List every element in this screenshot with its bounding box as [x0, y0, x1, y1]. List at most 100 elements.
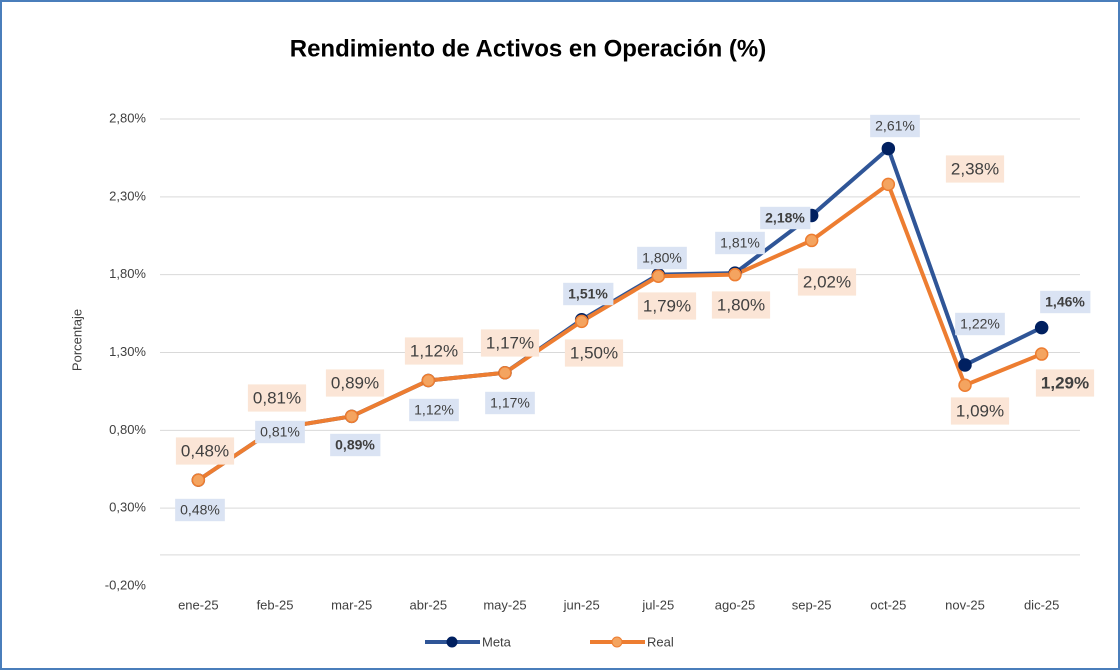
data-label: 1,09% — [950, 397, 1010, 425]
x-tick-label: jun-25 — [563, 597, 600, 612]
label-box — [955, 312, 1005, 336]
label-box — [760, 206, 811, 230]
data-label-text: 1,17% — [486, 333, 534, 352]
data-label: 0,89% — [325, 369, 385, 397]
label-box — [325, 369, 385, 397]
legend-label: Real — [647, 634, 674, 649]
data-label: 0,48% — [175, 498, 225, 522]
x-tick-label: abr-25 — [410, 597, 448, 612]
data-label-text: 1,80% — [642, 250, 682, 266]
data-label-text: 2,61% — [875, 118, 915, 134]
marker — [1034, 320, 1049, 335]
marker — [498, 365, 512, 380]
label-box — [711, 291, 771, 319]
x-tick-label: nov-25 — [945, 597, 985, 612]
data-label: 0,81% — [247, 384, 307, 412]
data-label: 2,02% — [797, 268, 857, 296]
data-label-text: 1,81% — [720, 235, 760, 251]
y-tick-label: 0,80% — [109, 422, 146, 437]
label-box — [637, 292, 697, 320]
marker — [1034, 347, 1049, 361]
label-box — [255, 420, 305, 444]
y-tick-label: 2,30% — [109, 188, 146, 203]
data-label: 1,50% — [564, 339, 624, 367]
label-box — [950, 397, 1010, 425]
data-label: 1,80% — [711, 291, 771, 319]
legend-marker — [611, 636, 623, 648]
y-tick-label: -0,20% — [105, 577, 147, 592]
label-box — [797, 268, 857, 296]
marker — [728, 267, 742, 282]
x-tick-label: jul-25 — [641, 597, 674, 612]
label-box — [480, 329, 540, 357]
data-label: 1,12% — [404, 337, 464, 365]
x-tick-label: ene-25 — [178, 597, 218, 612]
x-tick-label: oct-25 — [870, 597, 906, 612]
label-box — [330, 433, 381, 457]
label-box — [564, 339, 624, 367]
data-label-text: 0,48% — [181, 441, 229, 460]
y-tick-label: 1,30% — [109, 344, 146, 359]
label-box — [1035, 369, 1095, 397]
data-label: 1,46% — [1040, 290, 1091, 314]
x-tick-label: may-25 — [483, 597, 526, 612]
data-label-text: 2,38% — [951, 159, 999, 178]
data-label: 1,22% — [955, 312, 1005, 336]
legend-label: Meta — [482, 634, 512, 649]
label-box — [409, 398, 459, 422]
marker — [574, 314, 589, 329]
data-label-text: 0,89% — [331, 373, 379, 392]
data-label: 1,17% — [485, 391, 535, 415]
data-label-text: 1,09% — [956, 401, 1004, 420]
label-box — [485, 391, 535, 415]
marker — [881, 177, 896, 192]
data-label-text: 1,80% — [717, 295, 765, 314]
data-label: 1,79% — [637, 292, 697, 320]
data-label: 2,61% — [870, 114, 920, 138]
label-box — [1040, 290, 1091, 314]
data-label-text: 1,51% — [568, 286, 608, 302]
x-tick-label: sep-25 — [792, 597, 832, 612]
marker — [651, 269, 666, 283]
marker — [958, 358, 972, 372]
x-tick-label: dic-25 — [1024, 597, 1059, 612]
label-box — [175, 498, 225, 522]
data-label: 0,81% — [255, 420, 305, 444]
x-tick-label: mar-25 — [331, 597, 372, 612]
data-label: 2,18% — [760, 206, 811, 230]
data-label-text: 1,12% — [410, 341, 458, 360]
legend-marker — [446, 636, 458, 648]
x-tick-label: feb-25 — [257, 597, 294, 612]
marker — [958, 378, 972, 392]
marker — [344, 409, 359, 424]
data-label-text: 0,81% — [253, 388, 301, 407]
y-tick-label: 1,80% — [109, 266, 146, 281]
data-label-text: 2,02% — [803, 272, 851, 291]
data-label-text: 1,50% — [570, 343, 618, 362]
data-label-text: 1,29% — [1041, 373, 1089, 392]
label-box — [870, 114, 920, 138]
label-box — [715, 231, 765, 255]
data-label: 1,80% — [637, 246, 687, 270]
x-tick-label: ago-25 — [715, 597, 755, 612]
series-line — [197, 182, 1043, 482]
data-label: 1,12% — [409, 398, 459, 422]
label-box — [175, 437, 235, 465]
label-box — [945, 155, 1005, 183]
data-label-text: 0,48% — [180, 502, 220, 518]
marker — [881, 141, 896, 156]
data-label: 0,89% — [330, 433, 381, 457]
data-label-text: 1,17% — [490, 395, 530, 411]
data-label-text: 1,12% — [414, 402, 454, 418]
label-box — [247, 384, 307, 412]
data-label-text: 0,89% — [335, 437, 375, 453]
data-label-text: 0,81% — [260, 424, 300, 440]
label-box — [637, 246, 687, 270]
data-label: 1,29% — [1035, 369, 1095, 397]
data-label-text: 1,46% — [1045, 294, 1085, 310]
label-box — [563, 282, 614, 306]
marker — [804, 233, 819, 248]
data-label-text: 2,18% — [765, 210, 805, 226]
data-label: 2,38% — [945, 155, 1005, 183]
